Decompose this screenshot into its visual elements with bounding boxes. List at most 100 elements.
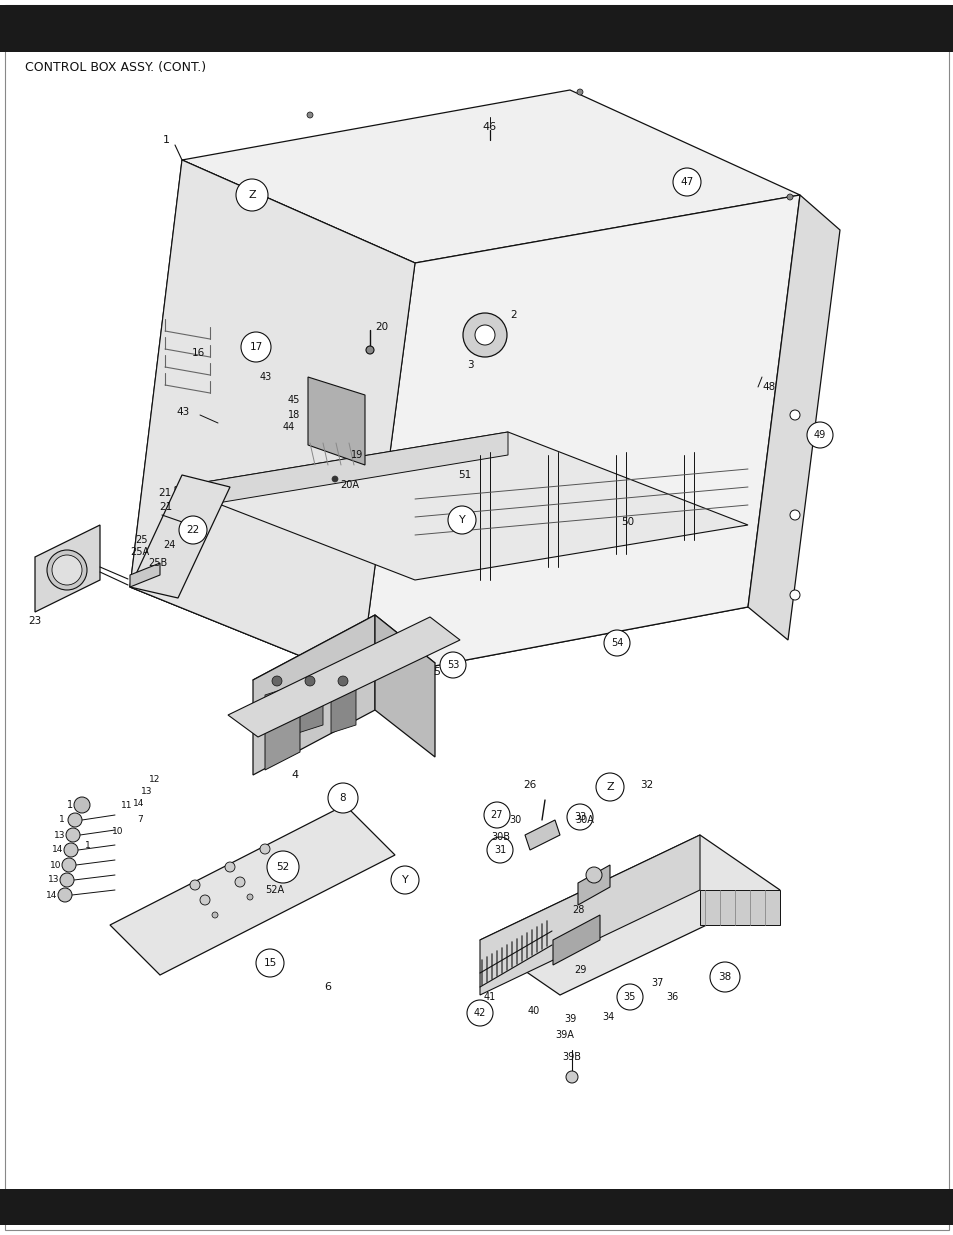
Circle shape [179, 516, 207, 543]
Text: 16: 16 [192, 348, 205, 358]
Text: 3: 3 [466, 359, 473, 370]
Text: 35: 35 [623, 992, 636, 1002]
Polygon shape [253, 615, 435, 727]
Text: 23: 23 [29, 616, 42, 626]
Text: 13: 13 [141, 788, 152, 797]
Text: Y: Y [458, 515, 465, 525]
Circle shape [709, 962, 740, 992]
Text: 13: 13 [49, 876, 60, 884]
Text: 14: 14 [133, 799, 145, 809]
Text: Z: Z [605, 782, 613, 792]
Circle shape [52, 555, 82, 585]
Text: 1: 1 [59, 815, 65, 825]
Polygon shape [174, 432, 507, 510]
Polygon shape [130, 475, 230, 598]
Circle shape [462, 312, 506, 357]
Text: 14: 14 [47, 890, 57, 899]
Text: 48: 48 [761, 382, 775, 391]
Circle shape [337, 676, 348, 685]
Text: 25A: 25A [130, 547, 149, 557]
Circle shape [282, 876, 288, 882]
Circle shape [74, 797, 90, 813]
Text: CONTROL BOX ASSY. (CONT.): CONTROL BOX ASSY. (CONT.) [25, 61, 206, 74]
Circle shape [58, 888, 71, 902]
Text: 25B: 25B [148, 558, 167, 568]
Circle shape [448, 506, 476, 534]
Text: 28: 28 [571, 905, 583, 915]
Polygon shape [359, 195, 800, 680]
Polygon shape [375, 615, 435, 757]
Circle shape [62, 858, 76, 872]
Text: 54: 54 [610, 638, 622, 648]
Text: 2: 2 [510, 310, 517, 320]
Text: 17: 17 [249, 342, 262, 352]
Polygon shape [228, 618, 459, 737]
Circle shape [241, 332, 271, 362]
Text: 1: 1 [163, 135, 170, 144]
Text: 52: 52 [276, 862, 290, 872]
Circle shape [566, 804, 593, 830]
Text: 36: 36 [665, 992, 678, 1002]
Circle shape [66, 827, 80, 842]
Circle shape [60, 873, 74, 887]
Polygon shape [174, 432, 747, 580]
Polygon shape [297, 687, 323, 734]
Circle shape [789, 590, 800, 600]
Circle shape [307, 112, 313, 119]
Text: 14: 14 [52, 846, 64, 855]
Polygon shape [479, 835, 700, 995]
Circle shape [272, 676, 282, 685]
Text: 10: 10 [112, 827, 124, 836]
Circle shape [585, 867, 601, 883]
Text: 21: 21 [158, 488, 172, 498]
Text: 6: 6 [324, 982, 331, 992]
Text: 5: 5 [433, 667, 439, 677]
Text: 8: 8 [339, 793, 346, 803]
Text: 53: 53 [446, 659, 458, 671]
Polygon shape [479, 835, 780, 995]
Polygon shape [524, 820, 559, 850]
Circle shape [68, 813, 82, 827]
FancyBboxPatch shape [0, 5, 953, 52]
Circle shape [235, 179, 268, 211]
Text: 45: 45 [287, 395, 299, 405]
Circle shape [270, 860, 280, 869]
Text: 21: 21 [159, 501, 172, 513]
Circle shape [391, 866, 418, 894]
Text: 10: 10 [51, 861, 62, 869]
Text: 50: 50 [620, 517, 634, 527]
Text: 43: 43 [259, 372, 272, 382]
Text: 51: 51 [457, 471, 471, 480]
Text: DCA-220SSJ/SSJU— CONTROL BOX  ASSY. (CONT): DCA-220SSJ/SSJU— CONTROL BOX ASSY. (CONT… [156, 16, 797, 41]
Polygon shape [331, 687, 355, 734]
Text: 39B: 39B [562, 1052, 581, 1062]
Text: 39A: 39A [555, 1030, 574, 1040]
Text: 30: 30 [508, 815, 520, 825]
Circle shape [565, 1071, 578, 1083]
Circle shape [260, 844, 270, 853]
Text: 52A: 52A [265, 885, 284, 895]
Text: 22: 22 [186, 525, 199, 535]
Text: 49: 49 [813, 430, 825, 440]
Circle shape [328, 783, 357, 813]
Circle shape [190, 881, 200, 890]
Text: 20: 20 [375, 322, 388, 332]
Text: 40: 40 [527, 1007, 539, 1016]
Circle shape [234, 877, 245, 887]
Circle shape [200, 895, 210, 905]
Circle shape [212, 911, 218, 918]
Text: 13: 13 [54, 830, 66, 840]
Text: 4: 4 [291, 769, 298, 781]
Circle shape [439, 652, 465, 678]
Circle shape [475, 325, 495, 345]
Polygon shape [130, 161, 415, 680]
Circle shape [247, 894, 253, 900]
Polygon shape [130, 563, 160, 587]
Circle shape [483, 802, 510, 827]
Circle shape [806, 422, 832, 448]
Polygon shape [265, 687, 290, 734]
Text: 27: 27 [490, 810, 503, 820]
Text: 39: 39 [563, 1014, 576, 1024]
Circle shape [332, 475, 337, 482]
Text: 30A: 30A [575, 815, 594, 825]
